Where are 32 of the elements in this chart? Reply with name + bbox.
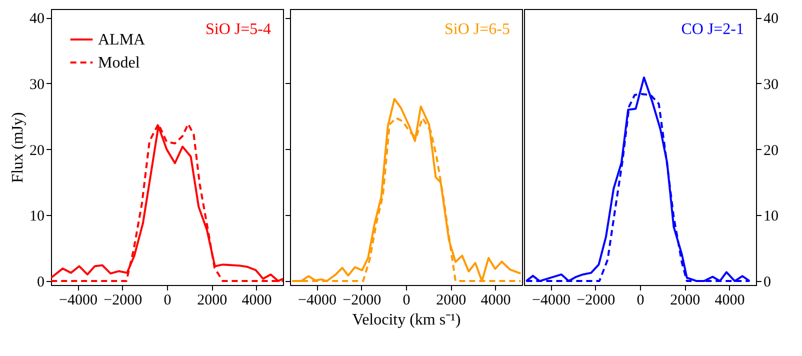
- x-tick-label: −2000: [576, 292, 616, 308]
- x-tick-label: −4000: [59, 292, 98, 308]
- y2-tick-label: 0: [764, 274, 771, 291]
- x-tick-label: −4000: [298, 292, 337, 308]
- x-axis-title: Velocity (km s⁻¹): [352, 312, 461, 328]
- x-tick-label: 0: [402, 292, 410, 308]
- y-tick-label: 10: [30, 208, 44, 225]
- y2-tick-label: 40: [764, 11, 778, 28]
- x-tick-label: 2000: [670, 292, 700, 308]
- x-tick-label: 4000: [480, 292, 511, 308]
- x-tick-label: 2000: [197, 292, 228, 308]
- annotation: SiO J=6-5: [444, 21, 510, 38]
- x-tick-label: −2000: [342, 292, 382, 308]
- x-tick-label: −2000: [104, 292, 142, 308]
- y2-tick-label: 10: [764, 208, 778, 225]
- annotation: CO J=2-1: [681, 21, 744, 38]
- x-tick-label: −4000: [532, 292, 571, 308]
- x-tick-label: 0: [636, 292, 644, 308]
- legend-label: ALMA: [98, 32, 146, 48]
- x-tick-label: 4000: [242, 292, 272, 308]
- legend-label: Model: [98, 54, 140, 72]
- y2-tick-label: 30: [764, 76, 778, 93]
- y-tick-label: 40: [30, 11, 44, 28]
- annotation: SiO J=5-4: [206, 21, 271, 38]
- y-axis-title: Flux (mJy): [10, 112, 26, 183]
- y-tick-label: 20: [30, 142, 44, 159]
- y-tick-label: 0: [37, 274, 44, 291]
- y-tick-label: 30: [30, 76, 44, 93]
- y2-tick-label: 20: [764, 142, 778, 159]
- x-tick-label: 2000: [436, 292, 466, 308]
- x-tick-label: 0: [164, 292, 172, 308]
- x-tick-label: 4000: [714, 292, 745, 308]
